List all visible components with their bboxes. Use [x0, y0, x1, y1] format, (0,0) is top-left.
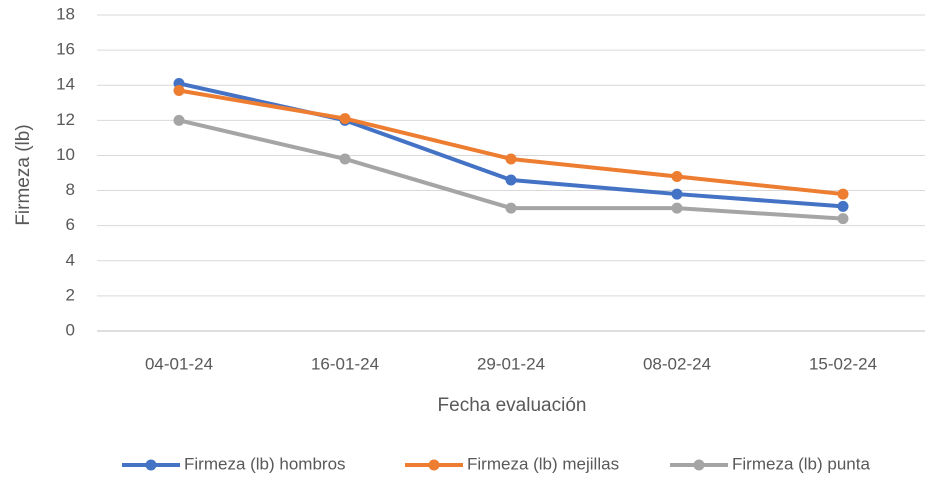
x-axis-title: Fecha evaluación [438, 395, 587, 416]
y-tick-label: 10 [56, 145, 75, 164]
data-point [173, 114, 185, 126]
y-tick-label: 16 [56, 40, 75, 59]
legend-label: Firmeza (lb) punta [732, 454, 870, 473]
x-tick-label: 16-01-24 [311, 354, 379, 373]
x-tick-label: 08-02-24 [643, 354, 711, 373]
y-tick-label: 18 [56, 4, 75, 23]
legend-label: Firmeza (lb) hombros [184, 454, 346, 473]
x-tick-label: 04-01-24 [145, 354, 213, 373]
data-point [837, 188, 849, 200]
data-point [339, 113, 351, 125]
y-tick-label: 0 [66, 320, 75, 339]
data-point [671, 188, 683, 200]
legend-marker [428, 459, 440, 471]
y-tick-label: 6 [66, 215, 75, 234]
y-tick-label: 8 [66, 180, 75, 199]
data-point [173, 84, 185, 96]
legend-marker [145, 459, 157, 471]
data-point [505, 174, 517, 186]
data-point [671, 202, 683, 214]
legend-marker [693, 459, 705, 471]
x-tick-label: 29-01-24 [477, 354, 545, 373]
data-point [837, 213, 849, 225]
legend-label: Firmeza (lb) mejillas [467, 454, 619, 473]
x-tick-label: 15-02-24 [809, 354, 877, 373]
y-tick-label: 4 [66, 250, 75, 269]
data-point [837, 200, 849, 212]
data-point [505, 202, 517, 214]
y-tick-label: 2 [66, 285, 75, 304]
y-axis-title: Firmeza (lb) [13, 124, 34, 225]
data-point [505, 153, 517, 165]
data-point [671, 171, 683, 183]
y-tick-label: 14 [56, 75, 75, 94]
y-tick-label: 12 [56, 110, 75, 129]
data-point [339, 153, 351, 165]
